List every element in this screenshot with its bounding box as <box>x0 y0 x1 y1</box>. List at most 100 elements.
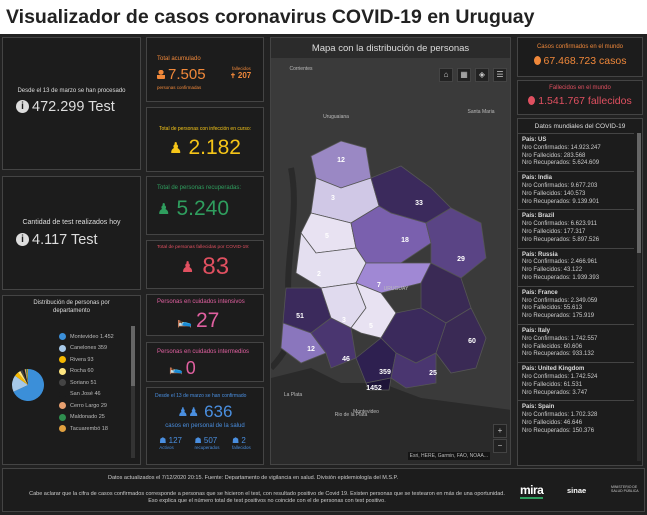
dept-montevideo <box>365 377 392 391</box>
legend-label: San José 46 <box>70 391 101 398</box>
world-item-deaths: Nro Fallecidos: 61.531 <box>522 381 583 388</box>
world-item-deaths: Nro Fallecidos: 177.317 <box>522 228 586 235</box>
world-item-country: País: US <box>522 137 547 143</box>
department-count-label: 5 <box>369 323 373 330</box>
department-count-label: 25 <box>429 370 437 377</box>
health-staff-label: Desde el 13 de marzo se han confirmado <box>155 393 247 399</box>
place-label: Uruguaiana <box>323 114 349 120</box>
world-list-item[interactable]: País: US Nro Confirmados: 14.923.247 Nro F… <box>518 133 634 171</box>
world-item-confirmed: Nro Confirmados: 2.466.961 <box>522 259 598 266</box>
pie-slice <box>20 369 28 385</box>
world-item-country: País: United Kingdom <box>522 366 585 373</box>
world-item-country: País: Italy <box>522 327 551 334</box>
world-list-item[interactable]: País: Spain Nro Confirmados: 1.702.328 Nro… <box>518 400 634 438</box>
place-label: URUGUAY <box>384 286 409 292</box>
person-icon: ♟ <box>157 200 171 218</box>
basemap-button[interactable]: ▦ <box>457 68 471 82</box>
department-count-label: 359 <box>379 369 391 376</box>
bed-icon: 🛌 <box>169 362 183 375</box>
legend-swatch <box>59 356 66 364</box>
world-item-recovered: Nro Recuperados: 1.939.393 <box>522 274 600 281</box>
active-row: ♟ 2.182 <box>147 136 263 160</box>
world-list-title: Datos mundiales del COVID-19 <box>534 123 626 130</box>
map-title: Mapa con la distribución de personas <box>311 43 470 54</box>
bed-icon: 🛌 <box>177 313 192 328</box>
cross-icon: ✝ <box>230 72 236 80</box>
distribution-legend: Montevideo 1.452 Canelones 359 Rivera 93 Ro… <box>59 331 129 435</box>
legend-scrollbar[interactable] <box>131 326 135 458</box>
tests-today-value-row: i 4.117 Test <box>16 232 140 248</box>
pie-slice <box>14 372 28 385</box>
department-count-label: 29 <box>457 256 465 263</box>
home-button[interactable]: ⌂ <box>439 68 453 82</box>
legend-item: Soriano 51 <box>59 377 129 389</box>
world-list-item[interactable]: País: France Nro Confirmados: 2.349.059 Nr… <box>518 285 634 324</box>
department-count-label: 18 <box>401 237 409 244</box>
place-label: Montevideo <box>353 409 379 415</box>
world-list-item[interactable]: País: Russia Nro Confirmados: 2.466.961 Nr… <box>518 247 634 286</box>
legend-label: Tacuarembó 18 <box>70 425 108 432</box>
legend-item: Tacuarembó 18 <box>59 423 129 435</box>
distribution-pie <box>12 369 44 401</box>
recovered-row: ♟ 5.240 <box>157 197 263 221</box>
department-count-label: 2 <box>317 271 321 278</box>
department-count-label: 60 <box>468 338 476 345</box>
layers-button[interactable]: ◈ <box>475 68 489 82</box>
department-count-label: 7 <box>377 282 381 289</box>
legend-swatch <box>59 367 66 375</box>
pie-slice <box>25 369 28 385</box>
legend-label: Cerro Largo 29 <box>70 402 107 409</box>
legend-swatch <box>59 379 66 387</box>
dept-cerro-largo <box>425 207 487 279</box>
world-icon <box>533 56 541 65</box>
world-list[interactable]: País: US Nro Confirmados: 14.923.247 Nro F… <box>518 133 634 465</box>
stat-value: ☗ 507 <box>194 435 218 445</box>
world-item-deaths: Nro Fallecidos: 60.606 <box>522 343 583 350</box>
department-count-label: 33 <box>415 200 423 207</box>
deceased-value: 83 <box>202 252 230 280</box>
department-count-label: 46 <box>342 356 350 363</box>
legend-button[interactable]: ☰ <box>493 68 507 82</box>
zoom-in-button[interactable]: + <box>493 424 507 438</box>
pie-slice <box>12 375 28 392</box>
map-panel: Mapa con la distribución de personas 12 3… <box>270 37 511 465</box>
tests-total-value: 472.299 Test <box>32 98 115 115</box>
legend-swatch <box>59 425 66 433</box>
world-item-recovered: Nro Recuperados: 175.919 <box>522 313 595 320</box>
world-confirmed-label: Casos confirmados en el mundo <box>536 44 624 50</box>
health-staff-panel: Desde el 13 de marzo se han confirmado ♟… <box>146 387 264 465</box>
legend-item: Maldonado 25 <box>59 412 129 424</box>
world-list-item[interactable]: País: Italy Nro Confirmados: 1.742.557 Nro… <box>518 323 634 362</box>
world-item-confirmed: Nro Confirmados: 2.349.059 <box>522 297 598 304</box>
legend-label: Soriano 51 <box>70 379 97 386</box>
legend-item: Rivera 93 <box>59 354 129 366</box>
info-icon: i <box>16 100 29 113</box>
world-deaths-value: 1.541.767 fallecidos <box>538 94 632 107</box>
legend-swatch <box>59 390 66 398</box>
total-accumulated-row: 7.505 <box>157 66 206 83</box>
health-staff-row: ♟♟ 636 <box>147 402 263 422</box>
world-item-deaths: Nro Fallecidos: 140.573 <box>522 190 586 197</box>
world-list-scrollbar[interactable] <box>637 133 641 461</box>
msp-logo: MINISTERIO DE SALUD PÚBLICA <box>611 485 639 494</box>
world-list-item[interactable]: País: India Nro Confirmados: 9.677.203 Nro… <box>518 171 634 209</box>
zoom-out-button[interactable]: − <box>493 439 507 453</box>
footer-update-text: Datos actualizados el 7/12/2020 20:15. F… <box>107 475 399 481</box>
world-item-recovered: Nro Recuperados: 5.624.609 <box>522 160 600 167</box>
health-staff-stat: ☗ 2 fallecidos <box>232 436 251 450</box>
deaths-value: 207 <box>237 71 252 80</box>
world-list-item[interactable]: País: Brazil Nro Confirmados: 6.623.911 Nr… <box>518 209 634 247</box>
department-count-label: 3 <box>331 195 335 202</box>
world-item-confirmed: Nro Confirmados: 9.677.203 <box>522 182 598 189</box>
distribution-panel: Distribución de personas por departament… <box>2 295 141 465</box>
deaths-row: ✝ 207 <box>230 71 251 80</box>
intermediate-row: 🛌 0 <box>169 358 263 379</box>
world-list-item[interactable]: País: United Kingdom Nro Confirmados: 1.7… <box>518 362 634 400</box>
world-item-confirmed: Nro Confirmados: 1.742.557 <box>522 335 598 342</box>
recovered-panel: Total de personas recuperadas: ♟ 5.240 <box>146 176 264 235</box>
intensive-row: 🛌 27 <box>177 309 263 333</box>
legend-item: Canelones 359 <box>59 343 129 355</box>
page-title: Visualizador de casos coronavirus COVID-… <box>0 0 647 34</box>
